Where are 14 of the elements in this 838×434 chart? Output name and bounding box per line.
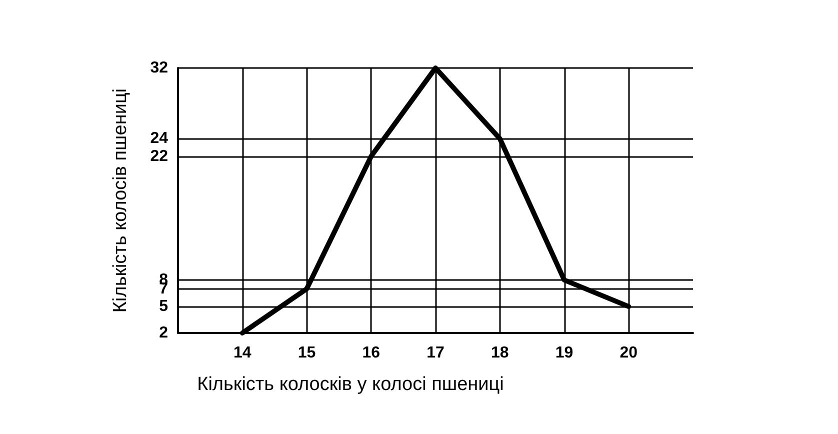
y-axis-title: Кількість колосів пшениці bbox=[110, 88, 131, 313]
x-tick-label: 16 bbox=[362, 344, 380, 362]
y-tick-label: 32 bbox=[150, 60, 168, 76]
x-tick-label: 20 bbox=[620, 344, 638, 362]
x-tick-label: 14 bbox=[233, 344, 252, 362]
y-tick-label: 5 bbox=[159, 298, 168, 315]
y-tick-label: 24 bbox=[150, 130, 168, 148]
y-tick-label: 2 bbox=[159, 324, 168, 342]
x-tick-label: 19 bbox=[555, 344, 574, 362]
x-tick-label: 15 bbox=[298, 344, 316, 362]
y-tick-label: 22 bbox=[150, 148, 168, 165]
x-axis-title: Кількість колосків у колосі пшениці bbox=[197, 374, 504, 395]
x-tick-label: 18 bbox=[490, 344, 509, 362]
x-tick-label: 17 bbox=[426, 344, 444, 362]
